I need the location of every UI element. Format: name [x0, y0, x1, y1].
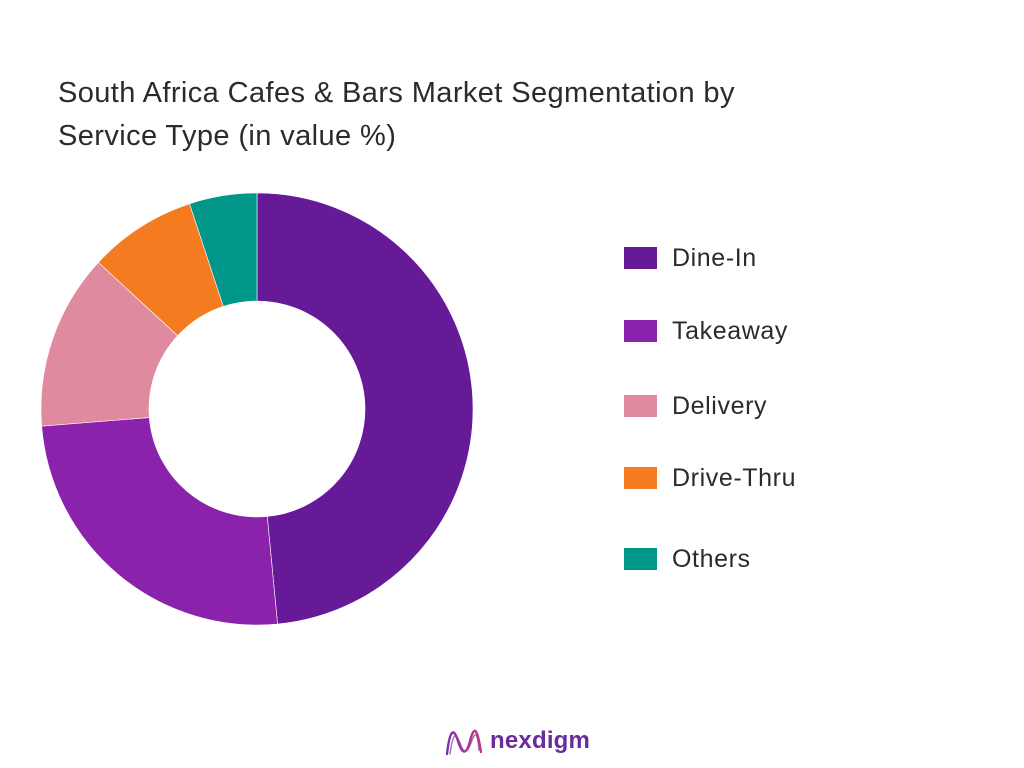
chart-legend: Dine-In Takeaway Delivery Drive-Thru Others [624, 0, 1004, 768]
legend-swatch-dine-in [624, 247, 657, 269]
brand-name: nexdigm [490, 727, 591, 754]
legend-item-takeaway: Takeaway [624, 316, 788, 346]
nexdigm-logo-icon [445, 729, 483, 756]
legend-item-drive-thru: Drive-Thru [624, 463, 796, 493]
legend-label-drive-thru: Drive-Thru [672, 463, 797, 492]
slice-others [189, 192, 258, 307]
legend-label-takeaway: Takeaway [672, 316, 788, 345]
donut-chart [40, 192, 474, 626]
chart-title-line-1: South Africa Cafes & Bars Market Segment… [58, 77, 735, 109]
legend-swatch-takeaway [624, 320, 657, 342]
chart-title-line-2: Service Type (in value %) [58, 120, 397, 152]
legend-swatch-delivery [624, 395, 657, 417]
slice-dine-in [256, 192, 474, 625]
chart-title: South Africa Cafes & Bars Market Segment… [58, 72, 938, 158]
legend-swatch-others [624, 548, 657, 570]
legend-label-delivery: Delivery [672, 391, 768, 420]
legend-label-others: Others [672, 544, 751, 573]
legend-item-dine-in: Dine-In [624, 243, 757, 273]
brand-logo: nexdigm [444, 723, 590, 759]
legend-label-dine-in: Dine-In [672, 243, 757, 272]
slice-takeaway [41, 417, 278, 626]
legend-swatch-drive-thru [624, 467, 657, 489]
legend-item-delivery: Delivery [624, 391, 767, 421]
legend-item-others: Others [624, 544, 751, 574]
